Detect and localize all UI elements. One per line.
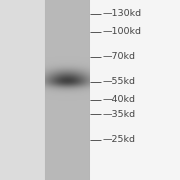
Text: —70kd: —70kd bbox=[103, 52, 136, 61]
Text: —40kd: —40kd bbox=[103, 95, 136, 104]
Text: —100kd: —100kd bbox=[103, 27, 142, 36]
Text: —25kd: —25kd bbox=[103, 135, 136, 144]
Text: —130kd: —130kd bbox=[103, 9, 142, 18]
Text: —55kd: —55kd bbox=[103, 77, 136, 86]
Bar bbox=[45, 2, 90, 178]
Text: —35kd: —35kd bbox=[103, 110, 136, 119]
Bar bbox=[90, 0, 180, 180]
Bar bbox=[0, 0, 45, 180]
